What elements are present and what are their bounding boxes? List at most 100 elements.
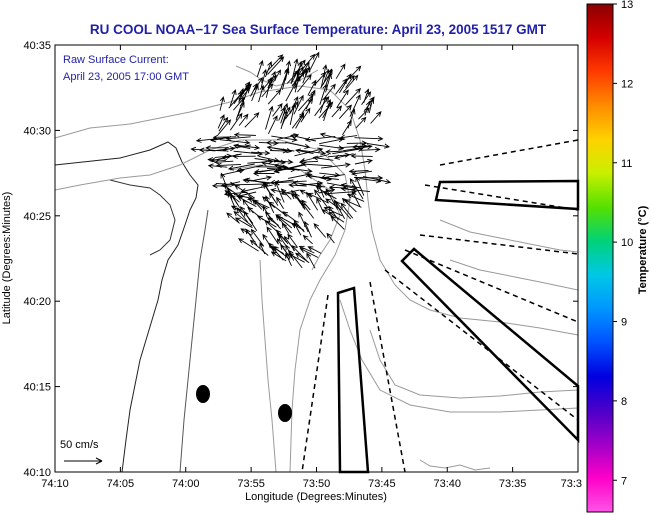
current-vector-arrow <box>370 111 382 124</box>
contour-shallow <box>54 85 579 336</box>
mooring-dot-2 <box>278 404 292 422</box>
current-vector-arrow <box>245 228 258 246</box>
x-tick-label: 74:00 <box>172 478 200 490</box>
current-vector-arrow <box>350 153 373 159</box>
contour-outer-2 <box>369 329 579 399</box>
current-vector-arrow <box>215 162 242 168</box>
current-vector-arrow <box>349 94 361 117</box>
current-vector-arrow <box>233 132 257 138</box>
x-tick-label: 73:50 <box>303 478 331 490</box>
current-vector-arrow <box>307 246 322 254</box>
y-tick-label: 40:15 <box>23 382 51 394</box>
surface-current-vectors <box>190 51 392 269</box>
current-vector-arrow <box>258 155 280 163</box>
colorbar <box>586 3 614 513</box>
x-tick-label: 73:45 <box>368 478 396 490</box>
current-vector-arrow <box>272 246 291 260</box>
current-vector-arrow <box>280 67 290 90</box>
current-vector-arrow <box>267 89 282 105</box>
current-vector-arrow <box>236 207 249 223</box>
current-vector-arrow <box>308 51 320 73</box>
current-vector-arrow <box>291 245 308 263</box>
current-vector-arrow <box>332 146 364 155</box>
current-vector-arrow <box>314 189 329 209</box>
current-vector-arrow <box>277 133 300 140</box>
current-vector-arrow <box>315 186 330 197</box>
current-vector-arrow <box>271 147 293 154</box>
current-vector-arrow <box>354 158 374 165</box>
colorbar-tick-label: 12 <box>621 78 633 90</box>
current-vector-arrow <box>343 65 362 84</box>
current-vector-arrow <box>293 71 305 89</box>
current-vector-arrow <box>223 184 239 196</box>
current-vector-arrow <box>249 239 269 256</box>
coastline-land <box>54 141 199 473</box>
current-vector-arrow <box>318 188 336 194</box>
current-vector-arrow <box>263 181 276 202</box>
annotation-line-2: April 23, 2005 17:00 GMT <box>63 71 189 83</box>
current-vector-arrow <box>272 69 282 83</box>
colorbar-tick-label: 7 <box>621 475 627 487</box>
current-vector-arrow <box>326 232 335 244</box>
current-vector-arrow <box>345 88 362 106</box>
current-vector-arrow <box>291 58 299 83</box>
current-vector-arrow <box>219 139 251 146</box>
scale-arrow-head <box>95 457 103 465</box>
current-vector-arrow <box>287 233 299 248</box>
current-vector-arrow <box>285 141 311 149</box>
current-vector-arrow <box>195 137 226 143</box>
current-vector-arrow <box>233 150 264 157</box>
current-vector-arrow <box>264 220 280 235</box>
current-vector-arrow <box>219 96 225 111</box>
current-vector-arrow <box>349 178 364 200</box>
current-vector-arrow <box>292 66 304 87</box>
current-vector-arrow <box>258 84 265 103</box>
current-vector-arrow <box>324 189 358 195</box>
current-vector-arrow <box>238 87 245 103</box>
current-vector-arrow <box>340 182 361 189</box>
current-vector-arrow <box>220 168 245 176</box>
current-vector-arrow <box>266 217 279 226</box>
current-vector-arrow <box>320 64 328 88</box>
current-vector-arrow <box>238 113 249 126</box>
contour-mid <box>54 139 351 473</box>
current-vector-arrow <box>227 163 255 171</box>
current-vector-arrow <box>280 188 292 200</box>
current-vector-arrow <box>229 89 237 106</box>
current-vector-arrow <box>295 113 305 129</box>
current-vector-arrow <box>328 184 348 190</box>
current-vector-arrow <box>221 153 242 160</box>
current-vector-arrow <box>322 103 332 119</box>
current-vector-arrow <box>298 93 315 112</box>
current-vector-arrow <box>346 193 365 202</box>
current-vector-arrow <box>216 146 236 152</box>
current-vector-arrow <box>285 244 295 261</box>
current-vector-arrow <box>253 77 263 91</box>
current-vector-arrow <box>352 144 371 150</box>
current-vector-arrow <box>294 148 314 154</box>
current-vector-arrow <box>301 53 316 71</box>
current-vector-arrow <box>302 234 313 245</box>
current-vector-arrow <box>289 133 317 142</box>
current-vector-arrow <box>217 114 225 129</box>
current-vector-arrow <box>234 144 261 151</box>
current-vector-arrow <box>236 101 245 119</box>
current-vector-arrow <box>289 102 297 125</box>
colorbar-label: Temperature (°C) <box>637 205 649 294</box>
current-vector-arrow <box>319 137 345 145</box>
current-vector-arrow <box>331 105 343 118</box>
current-vector-arrow <box>301 98 314 114</box>
current-vector-arrow <box>314 96 330 117</box>
current-vector-arrow <box>233 211 253 227</box>
current-vector-arrow <box>323 207 343 217</box>
colorbar-tick-label: 8 <box>621 396 627 408</box>
current-vector-arrow <box>296 180 324 187</box>
scale-vector <box>64 457 103 465</box>
current-vector-arrow <box>347 108 356 129</box>
current-vector-arrow <box>340 186 370 193</box>
current-vector-arrow <box>348 168 369 174</box>
current-vector-arrow <box>306 173 339 180</box>
current-vector-arrow <box>256 164 289 170</box>
current-vector-arrow <box>252 170 275 177</box>
current-vector-arrow <box>205 145 229 151</box>
